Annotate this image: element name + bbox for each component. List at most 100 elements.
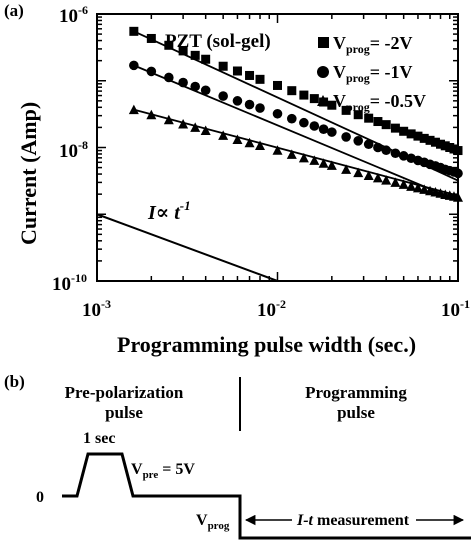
vprog-label: Vprog xyxy=(196,512,230,532)
data-point-triangle xyxy=(419,184,430,194)
data-point-triangle xyxy=(146,109,157,120)
data-point-triangle xyxy=(353,167,364,178)
y-tick-label-1e-8: 10-8 xyxy=(59,138,88,162)
data-point-circle xyxy=(272,108,283,119)
data-point-square xyxy=(390,123,400,133)
data-point-circle xyxy=(341,132,351,142)
data-point-square xyxy=(419,133,429,143)
data-point-circle xyxy=(178,77,188,88)
data-point-triangle xyxy=(272,145,283,155)
data-point-circle xyxy=(398,151,409,161)
data-point-triangle xyxy=(326,160,337,170)
data-point-circle xyxy=(381,145,391,156)
data-point-square xyxy=(245,70,255,80)
x-tick-label-1e-1: 10-1 xyxy=(441,297,470,321)
data-point-triangle xyxy=(318,158,329,168)
data-point-square xyxy=(413,131,423,141)
data-point-square xyxy=(146,33,156,43)
data-point-triangle xyxy=(341,164,352,174)
data-point-triangle xyxy=(390,177,401,187)
legend-marker-circle xyxy=(317,66,329,78)
data-point-circle xyxy=(318,124,329,134)
data-point-square xyxy=(425,135,435,145)
programming-pulse-label: Programming xyxy=(305,383,407,402)
programming-pulse-label-line2: pulse xyxy=(337,403,375,422)
data-point-square xyxy=(273,80,282,90)
data-point-circle xyxy=(232,96,243,106)
data-point-square xyxy=(309,94,319,104)
pre-polarization-label-line2: pulse xyxy=(105,403,143,422)
x-axis-title: Programming pulse width (sec.) xyxy=(117,332,416,357)
data-point-square xyxy=(436,139,446,149)
legend-entry-minus-1v: Vprog= -1V xyxy=(333,62,413,85)
data-point-square xyxy=(190,50,200,60)
data-point-square xyxy=(430,137,440,147)
data-point-circle xyxy=(200,85,211,96)
fit-line-series-1 xyxy=(133,64,459,202)
data-point-circle xyxy=(244,99,255,110)
data-point-triangle xyxy=(298,152,309,163)
legend: Vprog= -2V Vprog= -1V Vprog= -0.5V xyxy=(317,33,426,114)
data-point-triangle xyxy=(372,172,383,183)
data-point-triangle xyxy=(218,130,229,140)
legend-marker-triangle xyxy=(317,95,329,106)
data-point-triangle xyxy=(398,179,409,189)
data-point-square xyxy=(287,86,297,96)
data-point-square xyxy=(406,129,416,139)
data-point-circle xyxy=(218,91,228,101)
data-point-circle xyxy=(309,121,320,131)
data-point-circle xyxy=(299,117,309,128)
data-point-square xyxy=(381,120,391,130)
data-point-triangle xyxy=(255,140,266,151)
data-point-square xyxy=(399,126,409,136)
data-point-triangle xyxy=(128,104,139,115)
chart-title: PZT (sol-gel) xyxy=(165,31,271,52)
measurement-label: I-t measurement xyxy=(296,512,410,529)
data-point-triangle xyxy=(200,125,211,135)
data-point-square xyxy=(164,40,174,50)
data-point-circle xyxy=(129,60,139,71)
fit-lines xyxy=(133,30,459,202)
data-point-triangle xyxy=(244,137,255,148)
data-point-square xyxy=(364,113,374,123)
reference-line-label: I∝ t-1 xyxy=(147,198,191,224)
data-point-square xyxy=(353,110,363,120)
y-axis-title: Current (Amp) xyxy=(16,102,41,245)
data-point-square xyxy=(453,146,463,156)
data-point-circle xyxy=(390,148,401,159)
vpre-label: Vpre = 5V xyxy=(131,461,195,481)
data-point-triangle xyxy=(286,149,297,159)
data-point-triangle xyxy=(178,118,189,129)
data-point-triangle xyxy=(412,182,423,193)
data-point-circle xyxy=(453,168,463,179)
data-point-circle xyxy=(327,127,337,137)
data-point-square xyxy=(129,26,139,36)
data-point-circle xyxy=(164,72,174,83)
zero-level-label: 0 xyxy=(36,489,44,506)
data-point-circle xyxy=(146,66,157,77)
data-point-triangle xyxy=(406,181,417,191)
data-point-square xyxy=(373,117,383,127)
data-point-square xyxy=(255,74,265,84)
one-sec-label: 1 sec xyxy=(83,430,115,447)
data-point-circle xyxy=(255,103,265,113)
data-point-circle xyxy=(190,81,201,92)
data-point-circle xyxy=(363,139,374,150)
data-point-square xyxy=(299,90,309,100)
y-tick-label-1e-6: 10-6 xyxy=(59,3,88,27)
x-tick-label-1e-2: 10-2 xyxy=(257,297,286,321)
reference-line xyxy=(96,213,278,282)
current-vs-pulse-width-chart: 10-6 10-8 10-10 10-3 10-2 10-1 Programmi… xyxy=(16,3,470,357)
data-point-square xyxy=(341,105,351,115)
data-point-circle xyxy=(373,142,383,153)
legend-marker-square xyxy=(318,37,329,48)
panel-b-label: (b) xyxy=(4,372,25,391)
pulse-diagram: Pre-polarization pulse Programming pulse… xyxy=(36,377,471,540)
pulse-waveform xyxy=(62,452,471,540)
pre-polarization-label: Pre-polarization xyxy=(65,383,184,402)
data-point-triangle xyxy=(163,114,174,125)
data-point-square xyxy=(232,66,242,76)
panel-a-label: (a) xyxy=(4,1,24,20)
data-point-triangle xyxy=(453,192,463,202)
